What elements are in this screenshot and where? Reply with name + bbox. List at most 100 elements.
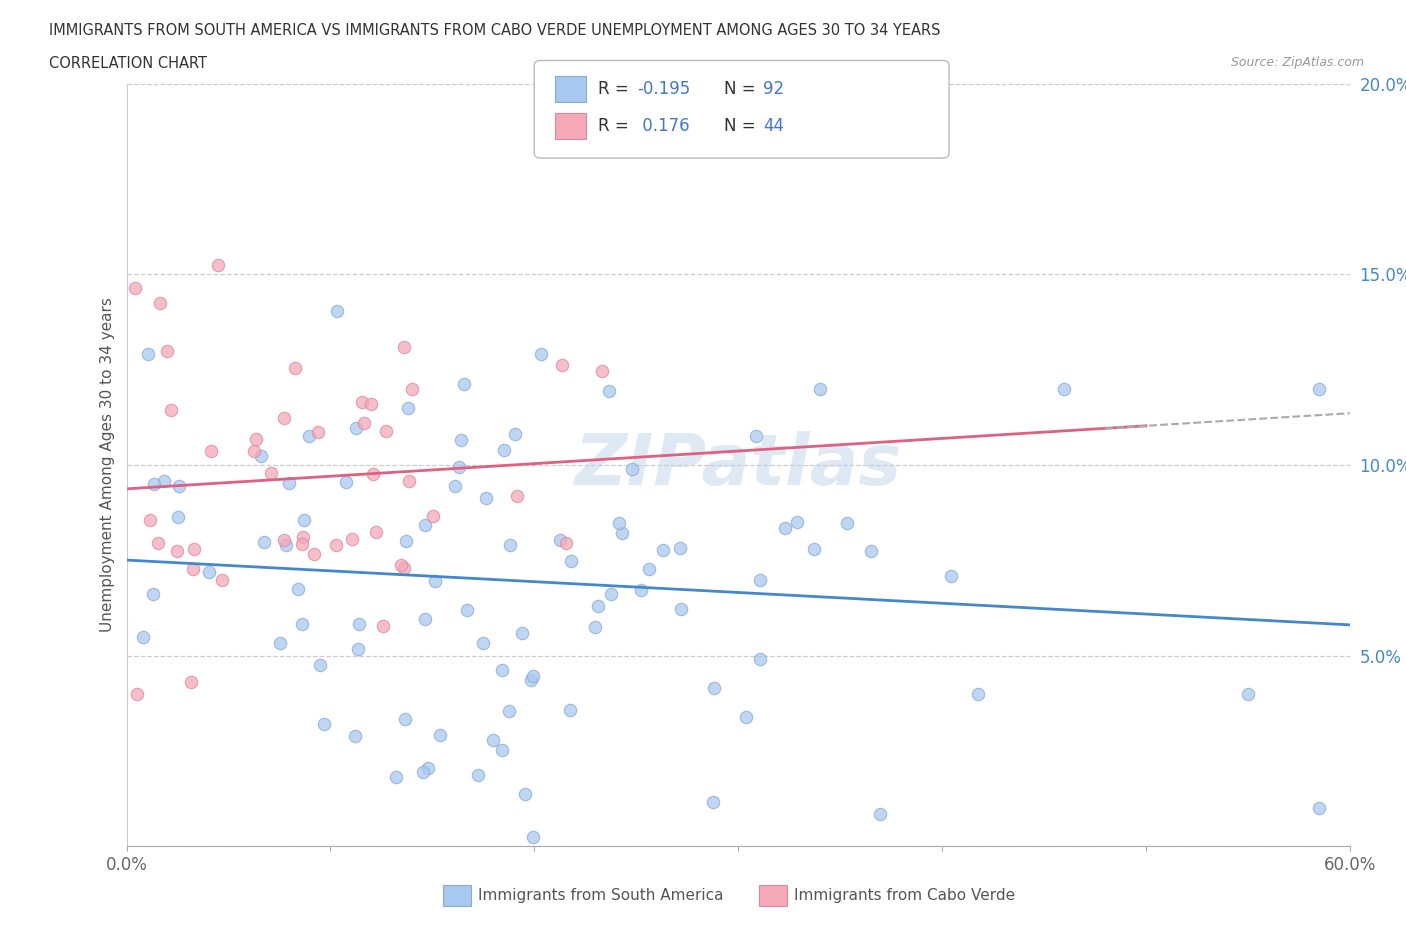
Point bbox=[139, 512, 162, 527]
Point bbox=[273, 533, 295, 548]
Text: R =: R = bbox=[598, 80, 634, 99]
Point bbox=[583, 619, 606, 634]
Text: ZIPatlas: ZIPatlas bbox=[575, 431, 901, 499]
Point bbox=[869, 806, 891, 821]
Point bbox=[510, 625, 533, 640]
Point bbox=[395, 534, 418, 549]
Point bbox=[148, 536, 170, 551]
Point bbox=[132, 630, 155, 644]
Point bbox=[394, 711, 416, 726]
Point bbox=[360, 396, 382, 411]
Point bbox=[273, 411, 295, 426]
Point bbox=[555, 536, 578, 551]
Point bbox=[396, 401, 419, 416]
Point bbox=[361, 467, 384, 482]
Point bbox=[607, 515, 630, 530]
Point bbox=[250, 449, 273, 464]
Point bbox=[143, 476, 166, 491]
Point bbox=[808, 381, 831, 396]
Point bbox=[335, 474, 357, 489]
Text: 92: 92 bbox=[763, 80, 785, 99]
Point bbox=[498, 538, 520, 552]
Point bbox=[835, 516, 858, 531]
Point bbox=[748, 573, 770, 588]
Point bbox=[307, 424, 329, 439]
Point bbox=[292, 512, 315, 527]
Point bbox=[803, 542, 825, 557]
Point bbox=[492, 443, 515, 458]
Point bbox=[291, 617, 314, 631]
Point bbox=[558, 702, 581, 717]
Text: N =: N = bbox=[724, 80, 761, 99]
Point bbox=[422, 509, 444, 524]
Point bbox=[302, 546, 325, 561]
Point bbox=[513, 787, 536, 802]
Point bbox=[599, 587, 621, 602]
Point bbox=[786, 514, 808, 529]
Point bbox=[136, 347, 159, 362]
Text: Immigrants from Cabo Verde: Immigrants from Cabo Verde bbox=[794, 888, 1015, 903]
Point bbox=[591, 364, 613, 379]
Point bbox=[491, 663, 513, 678]
Point bbox=[1053, 381, 1076, 396]
Point bbox=[344, 420, 367, 435]
Point bbox=[520, 673, 543, 688]
Point bbox=[467, 768, 489, 783]
Point bbox=[734, 710, 756, 724]
Point bbox=[269, 635, 291, 650]
Point bbox=[586, 598, 609, 613]
Point bbox=[314, 717, 336, 732]
Point bbox=[292, 530, 315, 545]
Point bbox=[505, 426, 527, 441]
Point bbox=[200, 444, 222, 458]
Text: R =: R = bbox=[598, 117, 634, 136]
Point bbox=[598, 384, 620, 399]
Point bbox=[156, 343, 179, 358]
Text: CORRELATION CHART: CORRELATION CHART bbox=[49, 56, 207, 71]
Point bbox=[449, 459, 471, 474]
Point bbox=[630, 582, 652, 597]
Point bbox=[308, 658, 330, 672]
Point bbox=[413, 612, 436, 627]
Point bbox=[703, 681, 725, 696]
Point bbox=[245, 432, 267, 446]
Point bbox=[669, 601, 692, 616]
Point bbox=[159, 403, 181, 418]
Point bbox=[522, 668, 544, 683]
Point bbox=[443, 479, 465, 494]
Point bbox=[375, 424, 398, 439]
Point bbox=[366, 525, 388, 539]
Point bbox=[560, 553, 582, 568]
Point bbox=[392, 339, 415, 354]
Point bbox=[373, 618, 395, 633]
Point bbox=[344, 729, 367, 744]
Point bbox=[548, 533, 571, 548]
Point bbox=[491, 743, 513, 758]
Point bbox=[340, 532, 363, 547]
Point bbox=[412, 764, 434, 779]
Point bbox=[429, 728, 451, 743]
Point bbox=[498, 703, 520, 718]
Point bbox=[166, 543, 188, 558]
Point bbox=[385, 769, 408, 784]
Point bbox=[198, 565, 221, 579]
Point bbox=[425, 573, 447, 588]
Point bbox=[260, 466, 283, 481]
Point bbox=[551, 357, 574, 372]
Point bbox=[124, 281, 146, 296]
Point bbox=[349, 617, 371, 631]
Point bbox=[775, 521, 797, 536]
Point bbox=[346, 642, 368, 657]
Point bbox=[398, 473, 420, 488]
Point bbox=[166, 510, 188, 525]
Point bbox=[291, 537, 314, 551]
Point bbox=[450, 433, 472, 448]
Point bbox=[939, 568, 962, 583]
Point bbox=[153, 473, 176, 488]
Point bbox=[243, 444, 266, 458]
Point bbox=[392, 561, 415, 576]
Point bbox=[749, 651, 772, 666]
Point bbox=[612, 525, 634, 540]
Point bbox=[125, 686, 148, 701]
Point bbox=[277, 475, 299, 490]
